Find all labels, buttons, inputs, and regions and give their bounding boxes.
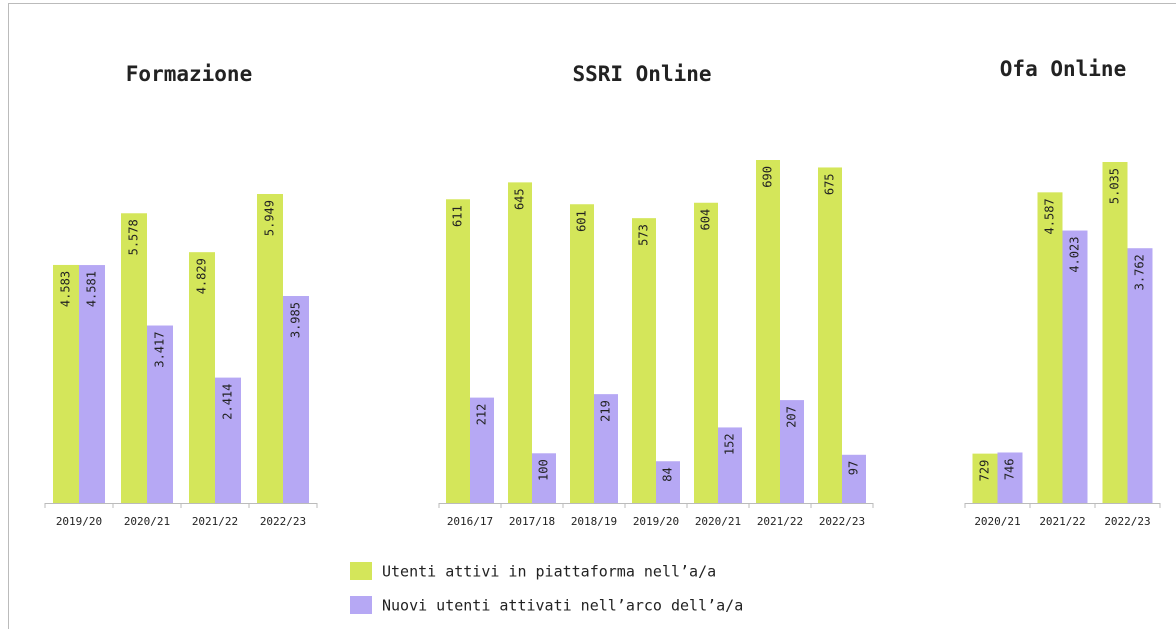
value-label: 4.829 — [195, 258, 209, 294]
bar — [1037, 192, 1063, 503]
value-label: 219 — [599, 400, 613, 422]
x-tick-label: 2022/23 — [260, 515, 306, 528]
legend-swatch — [350, 596, 372, 614]
x-tick-label: 2020/21 — [695, 515, 741, 528]
value-label: 3.985 — [289, 302, 303, 338]
bar — [215, 377, 241, 503]
bar — [718, 427, 742, 503]
x-tick-label: 2021/22 — [192, 515, 238, 528]
value-label: 2.414 — [221, 384, 235, 420]
bar — [1102, 162, 1128, 503]
chart-title: SSRI Online — [572, 62, 711, 86]
value-label: 4.587 — [1043, 198, 1057, 234]
value-label: 5.035 — [1108, 168, 1122, 204]
bar — [257, 194, 283, 503]
bar — [570, 204, 594, 503]
bar — [632, 218, 656, 503]
value-label: 729 — [978, 460, 992, 482]
value-label: 100 — [537, 459, 551, 481]
value-label: 604 — [699, 209, 713, 231]
legend-label: Utenti attivi in piattaforma nell’a/a — [382, 563, 716, 581]
bar — [532, 453, 556, 503]
bar — [997, 452, 1023, 503]
x-tick-label: 2016/17 — [447, 515, 493, 528]
value-label: 675 — [823, 173, 837, 195]
bar — [594, 394, 618, 503]
value-label: 746 — [1003, 458, 1017, 480]
value-label: 3.417 — [153, 332, 167, 368]
bar — [972, 453, 998, 503]
bar — [283, 296, 309, 503]
bar — [842, 454, 866, 503]
value-label: 601 — [575, 210, 589, 232]
x-tick-label: 2022/23 — [819, 515, 865, 528]
x-tick-label: 2021/22 — [757, 515, 803, 528]
value-label: 3.762 — [1133, 254, 1147, 290]
bar — [446, 199, 470, 504]
bar — [780, 400, 804, 503]
bar — [818, 167, 842, 503]
value-label: 84 — [661, 467, 675, 481]
value-label: 207 — [785, 406, 799, 428]
bar — [694, 202, 718, 503]
value-label: 4.583 — [59, 271, 73, 307]
bar — [189, 252, 215, 503]
chart-title: Formazione — [126, 62, 252, 86]
legend-swatch — [350, 562, 372, 580]
value-label: 152 — [723, 433, 737, 455]
x-tick-label: 2020/21 — [974, 515, 1020, 528]
bar — [121, 213, 147, 503]
value-label: 645 — [513, 188, 527, 210]
value-label: 97 — [847, 461, 861, 475]
value-label: 5.578 — [127, 219, 141, 255]
bar — [147, 325, 173, 503]
bar — [656, 461, 680, 503]
x-tick-label: 2017/18 — [509, 515, 555, 528]
bar — [470, 397, 494, 503]
x-tick-label: 2021/22 — [1039, 515, 1085, 528]
value-label: 4.023 — [1068, 237, 1082, 273]
bar — [756, 160, 780, 503]
bar — [53, 264, 79, 503]
x-tick-label: 2019/20 — [633, 515, 679, 528]
bar — [508, 182, 532, 503]
value-label: 611 — [451, 205, 465, 227]
value-label: 573 — [637, 224, 651, 246]
value-label: 4.581 — [85, 271, 99, 307]
x-tick-label: 2018/19 — [571, 515, 617, 528]
bar — [79, 265, 105, 503]
bar — [1127, 248, 1153, 503]
value-label: 5.949 — [263, 200, 277, 236]
legend-label: Nuovi utenti attivati nell’arco dell’a/a — [382, 597, 743, 615]
value-label: 212 — [475, 404, 489, 426]
value-label: 690 — [761, 166, 775, 188]
x-tick-label: 2019/20 — [56, 515, 102, 528]
chart-title: Ofa Online — [1000, 57, 1126, 81]
x-tick-label: 2020/21 — [124, 515, 170, 528]
x-tick-label: 2022/23 — [1104, 515, 1150, 528]
bar — [1062, 230, 1088, 503]
